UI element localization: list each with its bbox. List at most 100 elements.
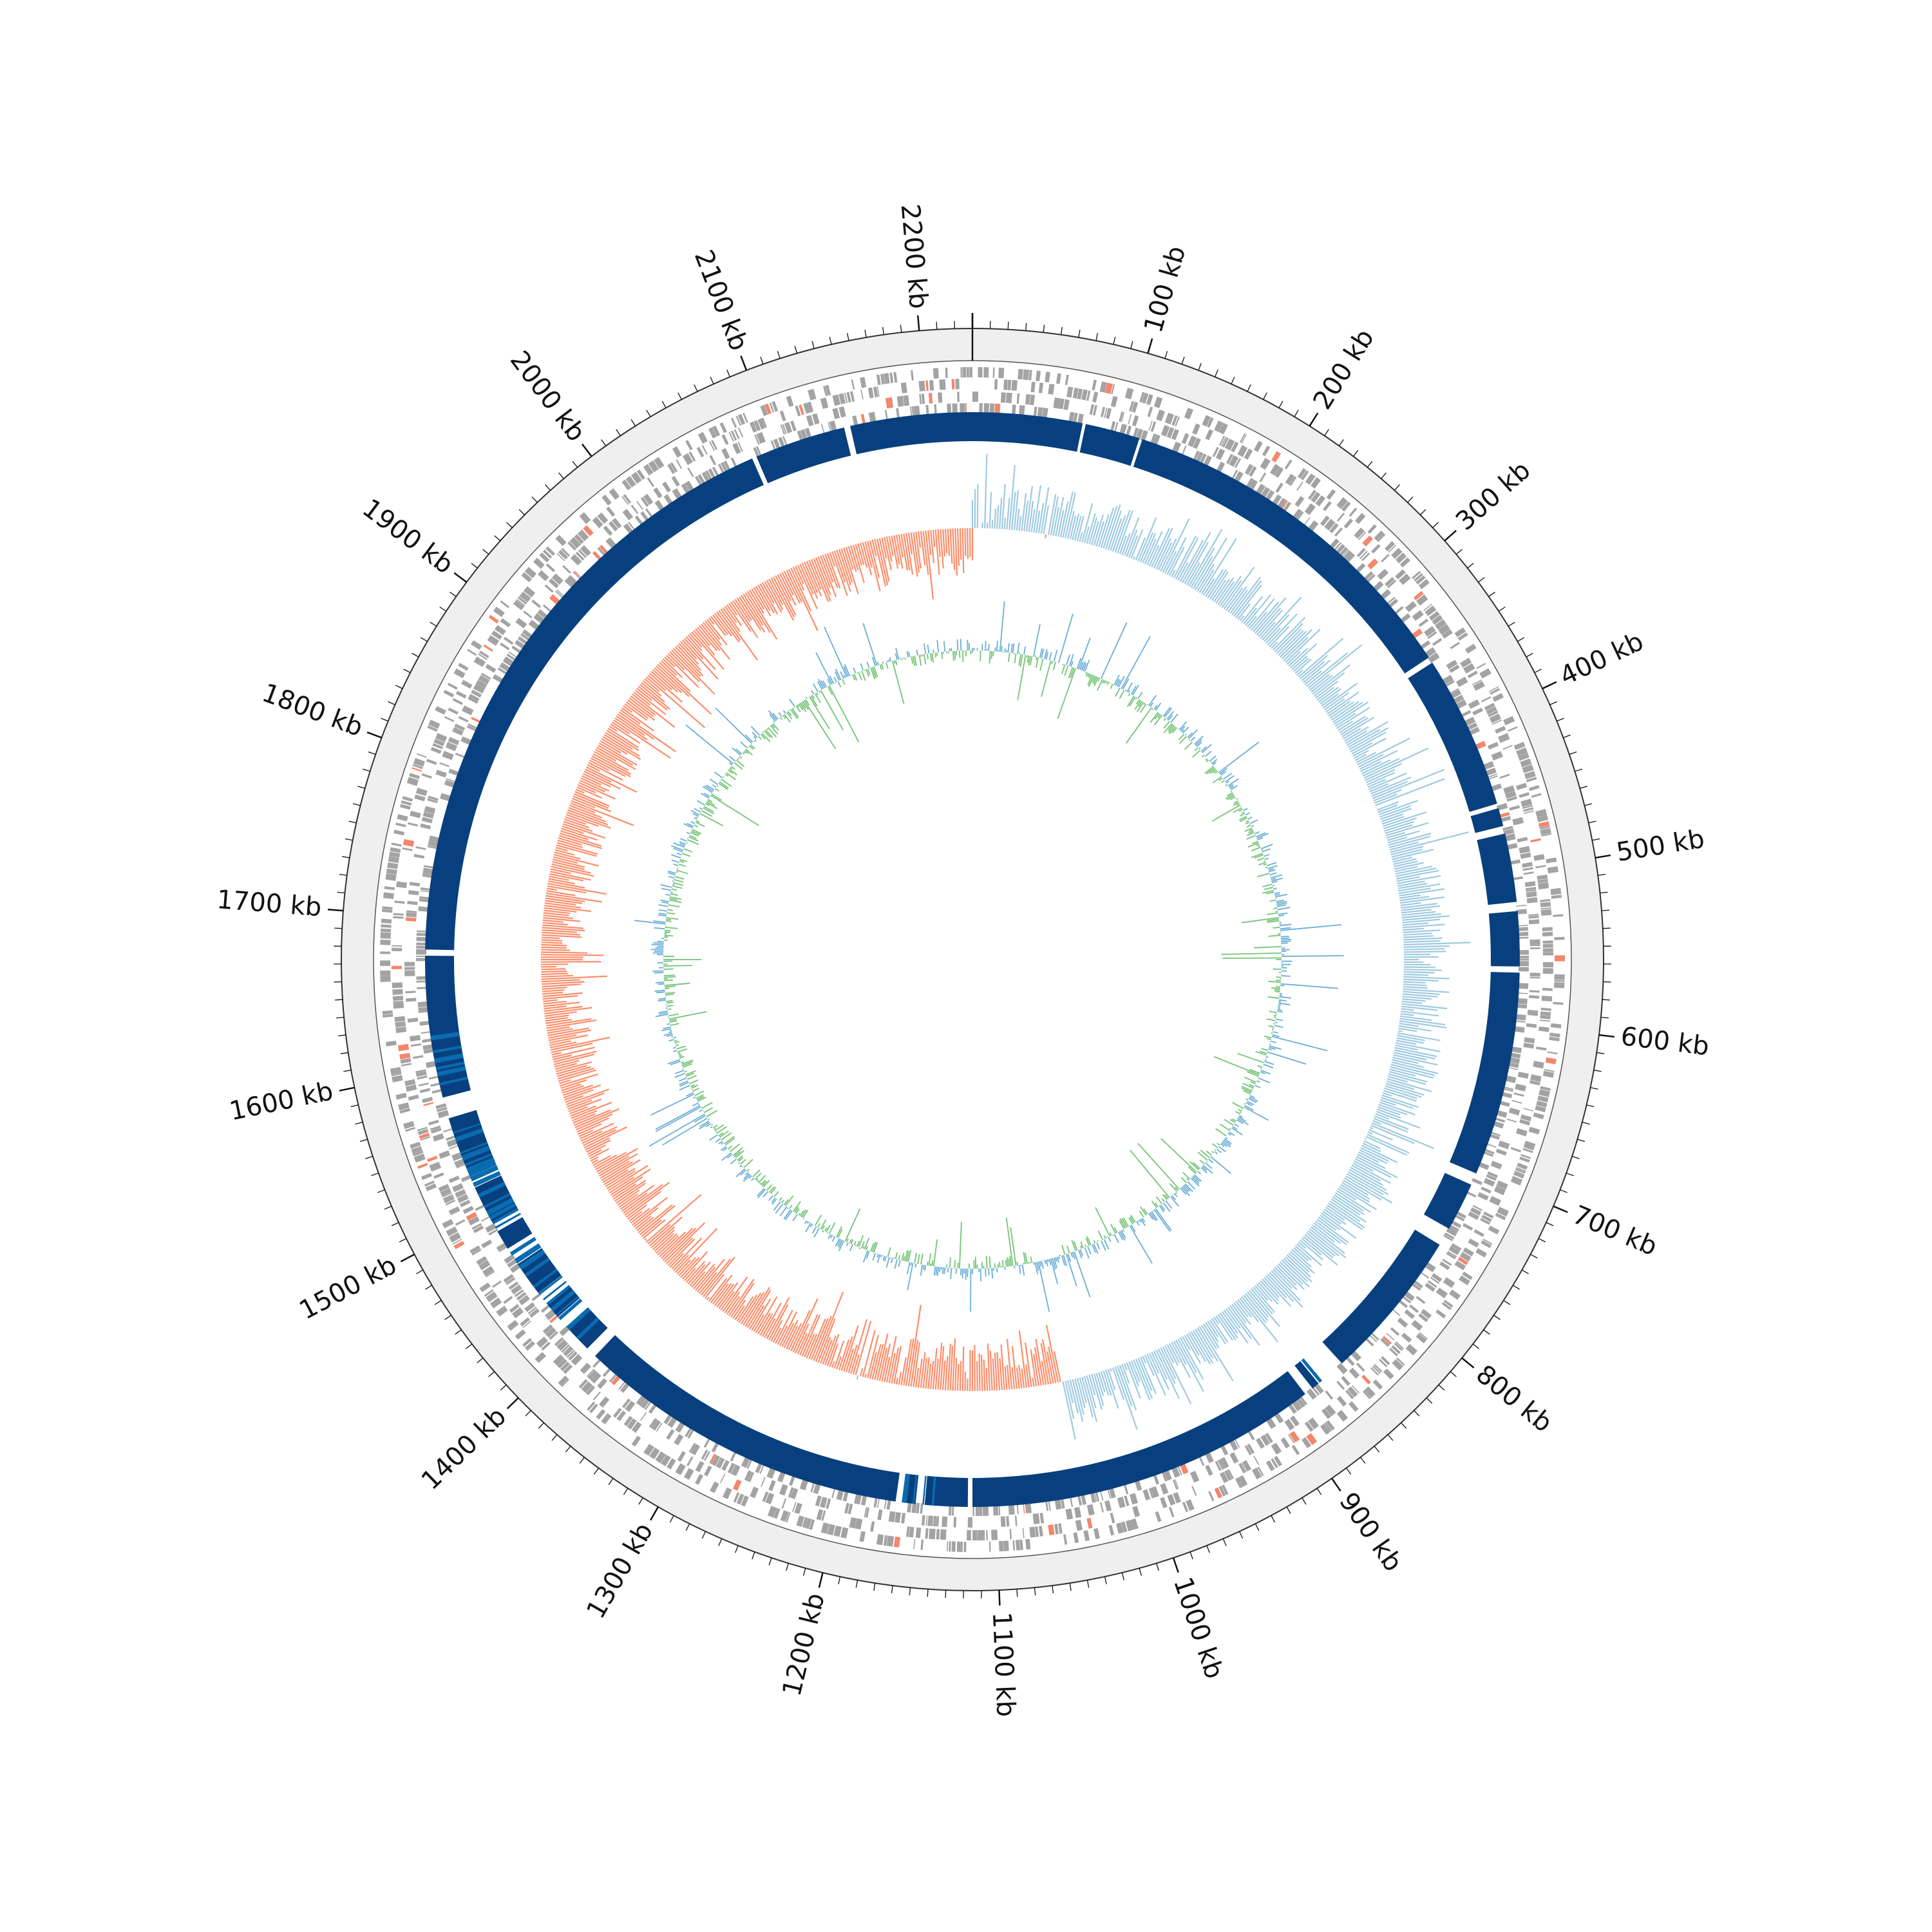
minor-tick <box>1582 1121 1590 1125</box>
reverse-strand-feature <box>1517 1072 1529 1079</box>
forward-strand-feature <box>443 690 455 697</box>
minor-tick <box>927 1589 929 1597</box>
tick-label-300kb: 300 kb <box>1450 455 1536 536</box>
reverse-strand-feature <box>666 1429 675 1440</box>
minor-tick <box>339 873 347 876</box>
forward-strand-feature <box>1372 1379 1383 1390</box>
forward-strand-feature <box>978 367 983 378</box>
forward-strand-feature <box>1553 1001 1564 1005</box>
minor-tick <box>334 999 343 1001</box>
homology-block-variant <box>550 1289 576 1312</box>
forward-strand-feature <box>667 464 676 475</box>
reverse-strand-feature <box>422 1097 433 1103</box>
major-tick <box>366 731 382 739</box>
forward-strand-feature <box>951 1541 956 1552</box>
forward-strand-feature <box>453 1240 465 1249</box>
reverse-strand-feature <box>548 578 559 589</box>
reverse-strand-feature <box>994 403 1001 415</box>
reverse-strand-feature <box>516 1292 527 1301</box>
reverse-strand-feature <box>511 645 522 654</box>
reverse-strand-feature <box>1172 1479 1178 1490</box>
forward-strand-feature <box>484 1289 494 1297</box>
forward-strand-feature <box>435 733 448 743</box>
forward-strand-feature <box>479 1282 491 1293</box>
reverse-strand-feature <box>676 1435 684 1446</box>
forward-strand-feature <box>1238 1463 1245 1473</box>
reverse-strand-feature <box>1150 433 1156 444</box>
reverse-strand-feature <box>575 551 585 561</box>
reverse-strand-feature <box>478 675 490 685</box>
reverse-strand-feature <box>884 410 888 421</box>
reverse-strand-feature <box>410 1043 422 1047</box>
forward-strand-feature <box>426 1155 438 1162</box>
forward-strand-feature <box>391 1073 402 1077</box>
reverse-strand-feature <box>559 1325 571 1336</box>
reverse-strand-feature <box>625 1400 636 1412</box>
reverse-strand-feature <box>1320 515 1330 526</box>
forward-strand-feature <box>708 427 717 439</box>
forward-strand-feature <box>670 462 678 473</box>
reverse-strand-feature <box>602 1367 612 1378</box>
forward-strand-feature <box>561 1378 569 1387</box>
reverse-strand-feature <box>1100 406 1106 417</box>
reverse-strand-feature <box>911 406 914 417</box>
reverse-strand-feature <box>1163 1469 1172 1481</box>
reverse-strand-feature <box>886 1499 891 1510</box>
forward-strand-feature <box>488 1295 498 1303</box>
minor-tick <box>846 333 849 341</box>
forward-strand-feature <box>388 856 399 864</box>
forward-strand-feature <box>1435 1287 1448 1299</box>
forward-strand-feature <box>1160 1497 1168 1508</box>
reverse-strand-feature <box>1296 511 1304 521</box>
forward-strand-feature <box>507 1320 519 1331</box>
forward-strand-feature <box>413 1153 426 1163</box>
reverse-strand-feature <box>903 395 910 406</box>
forward-strand-feature <box>945 367 948 378</box>
forward-strand-feature <box>1073 1532 1079 1544</box>
forward-strand-feature <box>509 1303 520 1313</box>
reverse-strand-feature <box>1463 716 1476 726</box>
forward-strand-feature <box>587 1401 596 1411</box>
forward-strand-feature <box>410 1141 421 1149</box>
forward-strand-feature <box>402 796 413 802</box>
reverse-strand-feature <box>1006 1516 1010 1527</box>
forward-strand-feature <box>915 1527 922 1539</box>
forward-strand-feature <box>960 1541 963 1552</box>
reverse-strand-feature <box>427 798 438 804</box>
homology-block <box>1408 662 1497 812</box>
minor-tick <box>1387 1434 1394 1441</box>
forward-strand-feature <box>701 445 708 455</box>
forward-strand-feature <box>1513 1170 1525 1179</box>
forward-strand-feature <box>1038 1526 1043 1537</box>
forward-strand-feature <box>808 388 817 401</box>
reverse-strand-feature <box>715 1457 722 1467</box>
forward-strand-feature <box>1519 792 1530 799</box>
forward-strand-feature <box>488 614 499 624</box>
forward-strand-feature <box>1003 379 1008 390</box>
reverse-strand-feature <box>1472 1205 1482 1211</box>
reverse-strand-feature <box>407 900 418 905</box>
reverse-strand-feature <box>623 523 634 535</box>
reverse-strand-feature <box>468 723 478 730</box>
minor-tick <box>1526 652 1533 658</box>
major-tick <box>453 572 468 583</box>
reverse-strand-feature <box>873 1497 878 1508</box>
forward-strand-feature <box>1550 1023 1562 1028</box>
forward-strand-feature <box>1533 1112 1544 1119</box>
forward-strand-feature <box>1167 1494 1176 1506</box>
minor-tick <box>1121 1572 1124 1580</box>
reverse-strand-feature <box>1529 990 1540 993</box>
reverse-strand-feature <box>404 967 415 971</box>
forward-strand-feature <box>855 1518 863 1530</box>
reverse-strand-feature <box>1265 489 1275 501</box>
reverse-strand-feature <box>1487 742 1499 750</box>
forward-strand-feature <box>427 725 438 732</box>
forward-strand-feature <box>1539 1026 1549 1032</box>
reverse-strand-feature <box>993 1505 999 1516</box>
major-tick <box>740 355 748 371</box>
axis-ticks <box>327 313 1615 1606</box>
forward-strand-feature <box>1515 745 1526 750</box>
forward-strand-feature <box>1184 408 1194 420</box>
reverse-strand-feature <box>860 413 866 425</box>
reverse-strand-feature <box>920 1503 923 1514</box>
